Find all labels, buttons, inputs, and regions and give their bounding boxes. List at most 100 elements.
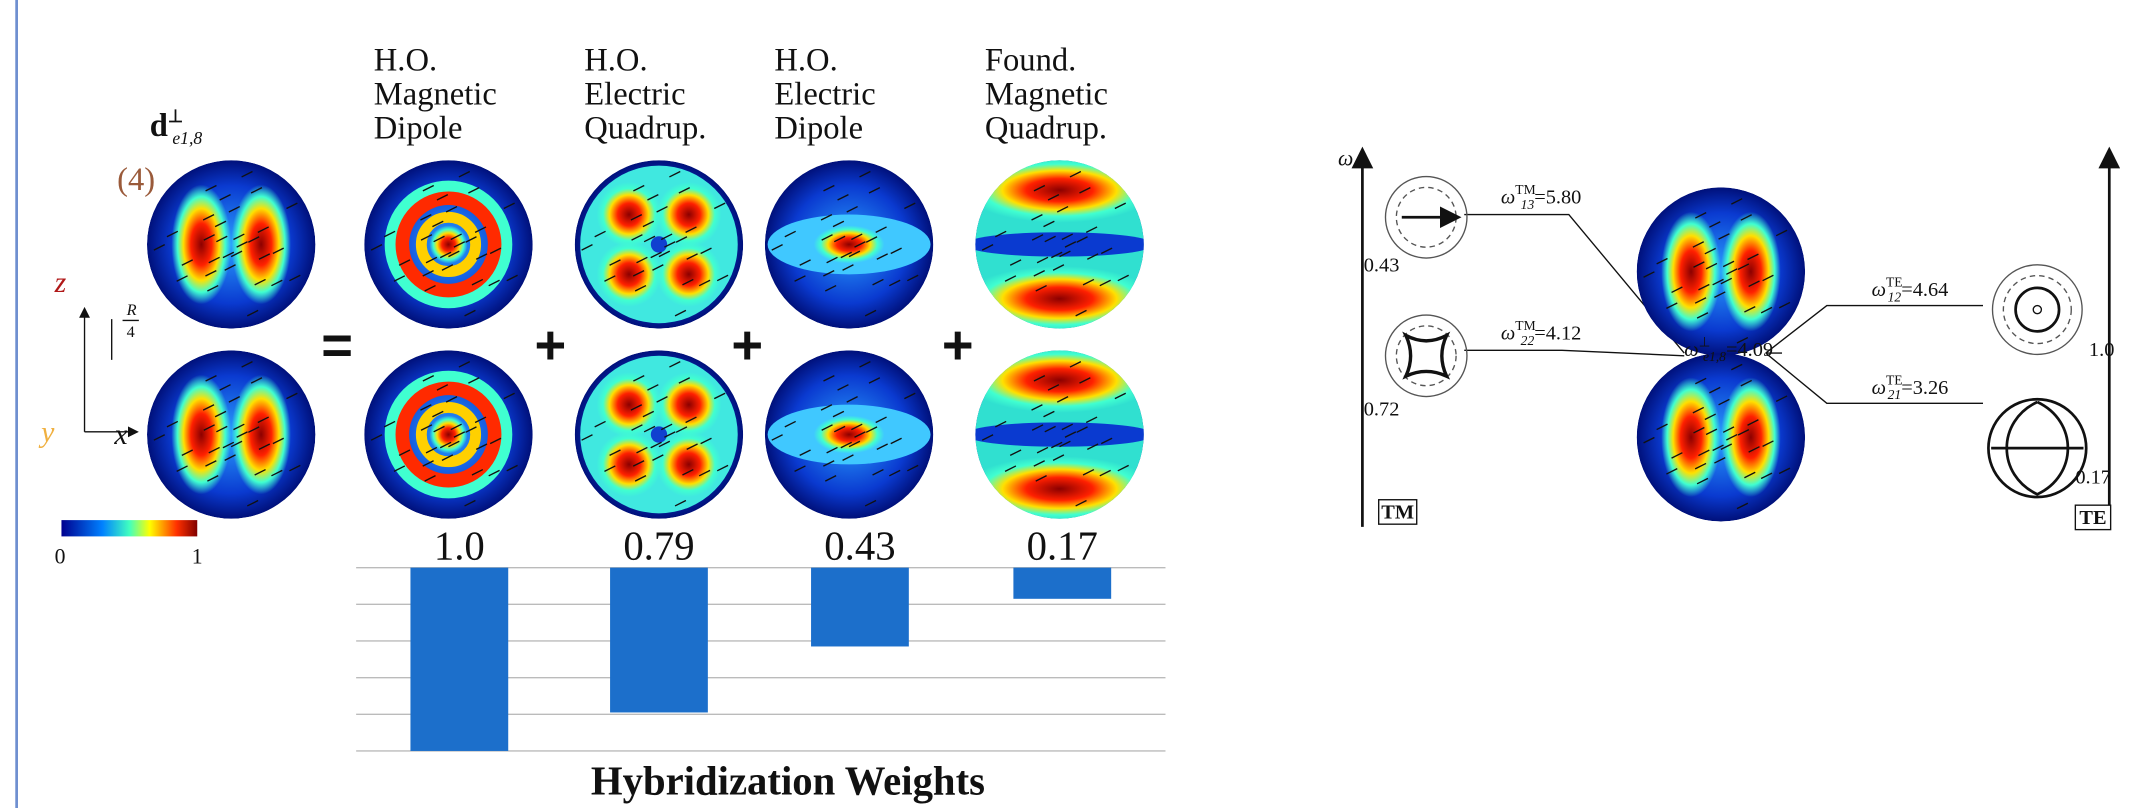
field-lobe — [656, 242, 721, 307]
field-lobe — [814, 416, 885, 454]
chart-title: Hybridization Weights — [591, 758, 985, 803]
superscript: ⊥ — [168, 106, 183, 126]
level-value: =4.64 — [1901, 279, 1948, 301]
subscript: e1,8 — [172, 128, 202, 148]
field-lobe — [965, 158, 1155, 223]
mode-index: (4) — [117, 162, 155, 198]
field-plot — [575, 160, 743, 328]
symbol: ω — [1872, 279, 1886, 301]
component-heading: Dipole — [374, 111, 463, 147]
te-label: TE — [2079, 507, 2106, 529]
bar — [410, 568, 508, 751]
level-label: ωTE12=4.64 — [1872, 275, 1949, 305]
subscript: 21 — [1888, 387, 1902, 402]
operator: + — [731, 315, 763, 376]
field-lobe — [596, 242, 661, 307]
axis-z: z — [54, 266, 67, 299]
level-value: =5.80 — [1534, 187, 1581, 209]
level-value: =3.26 — [1901, 377, 1948, 399]
tm-label: TM — [1381, 502, 1414, 524]
colorbar-min: 0 — [55, 545, 66, 569]
symbol: ω — [1501, 322, 1515, 344]
value-label: 1.0 — [434, 523, 485, 568]
field-plot — [1637, 353, 1805, 521]
level-line — [1464, 350, 1684, 355]
mode-sketch — [2003, 276, 2071, 344]
value-label: 0.17 — [1027, 523, 1098, 568]
component-heading: Quadrup. — [584, 111, 706, 147]
overlap-weight: 0.72 — [1364, 399, 1400, 421]
field-node — [651, 426, 667, 442]
field-plot — [364, 350, 532, 518]
field-lobe — [656, 432, 721, 497]
figure: d⊥e1,8 (4) z x y R 4 0 1 Hybridization W… — [0, 0, 2130, 808]
mode-sketch — [1991, 402, 2083, 494]
component-heading: Electric — [774, 77, 875, 113]
mode-label: d⊥e1,8 — [150, 106, 203, 148]
bar — [610, 568, 708, 713]
field-lobe — [814, 225, 885, 263]
level-label: ωTM13=5.80 — [1501, 182, 1581, 212]
component-heading: Dipole — [774, 111, 863, 147]
subscript: 22 — [1521, 333, 1535, 348]
field-plot — [965, 158, 1155, 332]
field-plot — [364, 160, 532, 328]
axis-y: y — [38, 415, 55, 448]
level-value: =4.09 — [1726, 339, 1773, 361]
field-plot — [147, 160, 315, 328]
operator: + — [942, 315, 974, 376]
scale-den: 4 — [127, 322, 135, 341]
level-label: ωTE21=3.26 — [1872, 372, 1949, 402]
symbol: ω — [1501, 187, 1515, 209]
field-lobe — [965, 348, 1155, 413]
component-heading: Found. — [985, 43, 1076, 79]
field-lobe — [596, 432, 661, 497]
field-lobe — [171, 185, 231, 305]
component-heading: Magnetic — [985, 77, 1108, 113]
subscript: 13 — [1521, 197, 1535, 212]
mode-sketch — [1385, 315, 1466, 396]
subscript: e1,8 — [1703, 349, 1726, 364]
level-label: ωTM22=4.12 — [1501, 318, 1581, 348]
field-lobe — [171, 375, 231, 495]
level-value: =4.12 — [1534, 322, 1581, 344]
symbol: ω — [1872, 377, 1886, 399]
level-label: ω⊥e1,8=4.09 — [1684, 334, 1773, 364]
field-plot — [575, 350, 743, 518]
mode-sketch — [1406, 335, 1447, 376]
field-lobe — [231, 185, 291, 305]
field-lobe — [1661, 212, 1721, 332]
component-heading: H.O. — [374, 43, 437, 79]
bar — [1013, 568, 1111, 599]
component-heading: H.O. — [774, 43, 837, 79]
overlap-weight: 1.0 — [2089, 339, 2114, 361]
mode-sketch — [1993, 265, 2083, 355]
component-heading: Magnetic — [374, 77, 497, 113]
scale-num: R — [126, 300, 137, 319]
symbol: d — [150, 108, 168, 144]
page: { "mode_label": {"base": "d", "sup": "⊥"… — [0, 0, 2130, 808]
omega-axis-label: ω — [1338, 147, 1353, 171]
field-lobe — [1721, 212, 1781, 332]
colorbar — [61, 520, 197, 536]
subscript: 12 — [1888, 289, 1902, 304]
field-plot — [1637, 187, 1805, 355]
axis-x: x — [113, 418, 128, 451]
superscript: TE — [1886, 275, 1903, 290]
mode-sketch — [2016, 288, 2059, 331]
bar — [811, 568, 909, 647]
superscript: ⊥ — [1699, 334, 1711, 349]
field-plot — [147, 350, 315, 518]
field-lobe — [231, 375, 291, 495]
field-plot — [965, 348, 1155, 522]
value-label: 0.43 — [824, 523, 895, 568]
field-lobe — [1661, 378, 1721, 498]
overlap-weight: 0.43 — [1364, 255, 1400, 277]
overlap-weight: 0.17 — [2075, 466, 2111, 488]
superscript: TM — [1515, 182, 1535, 197]
symbol: ω — [1684, 339, 1698, 361]
field-plot — [765, 350, 933, 518]
operator: + — [534, 315, 566, 376]
superscript: TM — [1515, 318, 1535, 333]
field-node — [651, 236, 667, 252]
